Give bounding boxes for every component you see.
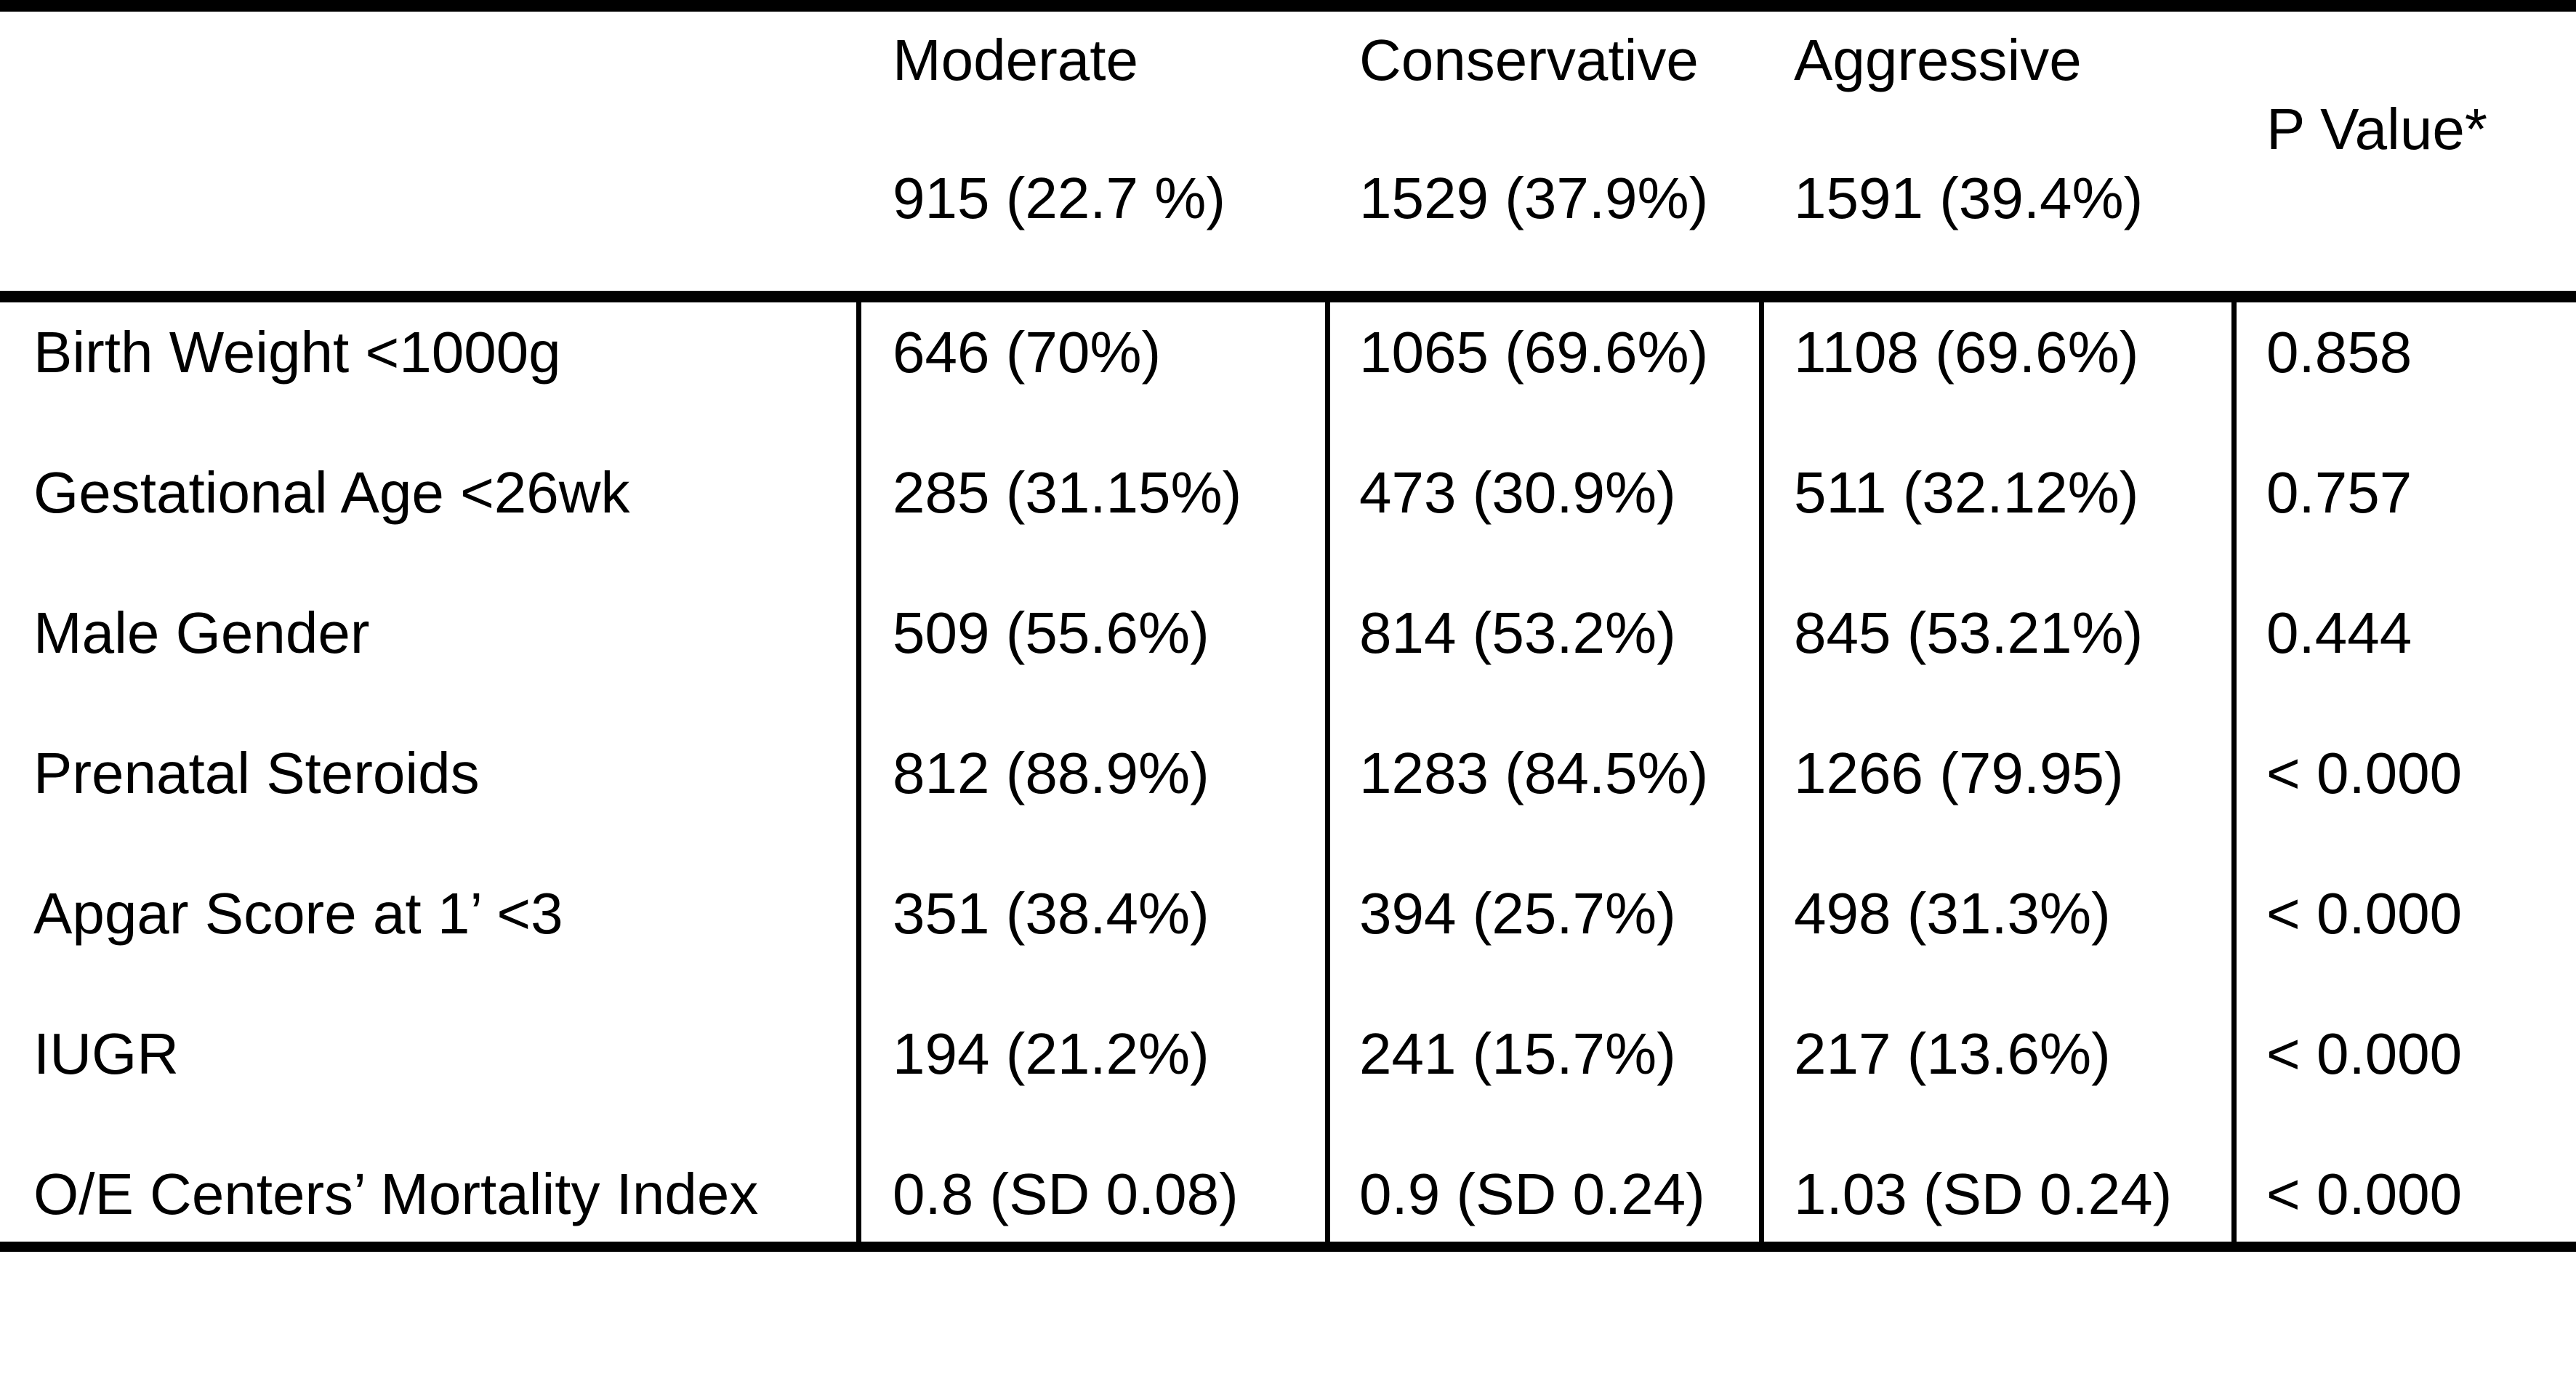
cell-aggressive: 1.03 (SD 0.24) xyxy=(1794,1162,2173,1226)
header-aggressive-count: 1591 (39.4%) xyxy=(1794,166,2144,230)
cell-pvalue: < 0.000 xyxy=(2266,1021,2463,1086)
cell-moderate: 194 (21.2%) xyxy=(893,1021,1209,1086)
table-header-rule xyxy=(0,291,2576,302)
cell-moderate: 351 (38.4%) xyxy=(893,881,1209,946)
cell-moderate: 0.8 (SD 0.08) xyxy=(893,1162,1239,1226)
cell-pvalue: < 0.000 xyxy=(2266,881,2463,946)
cell-aggressive: 845 (53.21%) xyxy=(1794,600,2144,665)
cell-aggressive: 1108 (69.6%) xyxy=(1794,320,2139,385)
cell-moderate: 285 (31.15%) xyxy=(893,460,1242,525)
cell-pvalue: < 0.000 xyxy=(2266,1162,2463,1226)
column-divider xyxy=(1325,301,1330,1243)
header-conservative: Conservative xyxy=(1359,28,1699,92)
column-divider xyxy=(2231,301,2237,1243)
header-moderate: Moderate xyxy=(893,28,1138,92)
table-top-rule xyxy=(0,0,2576,12)
row-label: Gestational Age <26wk xyxy=(33,460,630,525)
row-label: Male Gender xyxy=(33,600,370,665)
row-label: Prenatal Steroids xyxy=(33,741,480,805)
cell-pvalue: < 0.000 xyxy=(2266,741,2463,805)
table-bottom-rule xyxy=(0,1242,2576,1252)
cell-conservative: 0.9 (SD 0.24) xyxy=(1359,1162,1705,1226)
cell-conservative: 814 (53.2%) xyxy=(1359,600,1676,665)
cell-conservative: 473 (30.9%) xyxy=(1359,460,1676,525)
header-aggressive: Aggressive xyxy=(1794,28,2082,92)
row-label: Birth Weight <1000g xyxy=(33,320,561,385)
cell-conservative: 1065 (69.6%) xyxy=(1359,320,1709,385)
cell-pvalue: 0.757 xyxy=(2266,460,2412,525)
header-conservative-count: 1529 (37.9%) xyxy=(1359,166,1709,230)
row-label: O/E Centers’ Mortality Index xyxy=(33,1162,759,1226)
cell-aggressive: 1266 (79.95) xyxy=(1794,741,2124,805)
cell-conservative: 1283 (84.5%) xyxy=(1359,741,1709,805)
cell-moderate: 646 (70%) xyxy=(893,320,1162,385)
column-divider xyxy=(856,301,861,1243)
cell-conservative: 241 (15.7%) xyxy=(1359,1021,1676,1086)
header-pvalue: P Value* xyxy=(2266,97,2487,161)
cell-aggressive: 511 (32.12%) xyxy=(1794,460,2139,525)
cell-pvalue: 0.444 xyxy=(2266,600,2412,665)
cell-moderate: 812 (88.9%) xyxy=(893,741,1209,805)
cell-conservative: 394 (25.7%) xyxy=(1359,881,1676,946)
cell-moderate: 509 (55.6%) xyxy=(893,600,1209,665)
row-label: IUGR xyxy=(33,1021,179,1086)
header-moderate-count: 915 (22.7 %) xyxy=(893,166,1226,230)
column-divider xyxy=(1759,301,1764,1243)
cell-aggressive: 498 (31.3%) xyxy=(1794,881,2111,946)
row-label: Apgar Score at 1’ <3 xyxy=(33,881,563,946)
cell-pvalue: 0.858 xyxy=(2266,320,2412,385)
cell-aggressive: 217 (13.6%) xyxy=(1794,1021,2111,1086)
